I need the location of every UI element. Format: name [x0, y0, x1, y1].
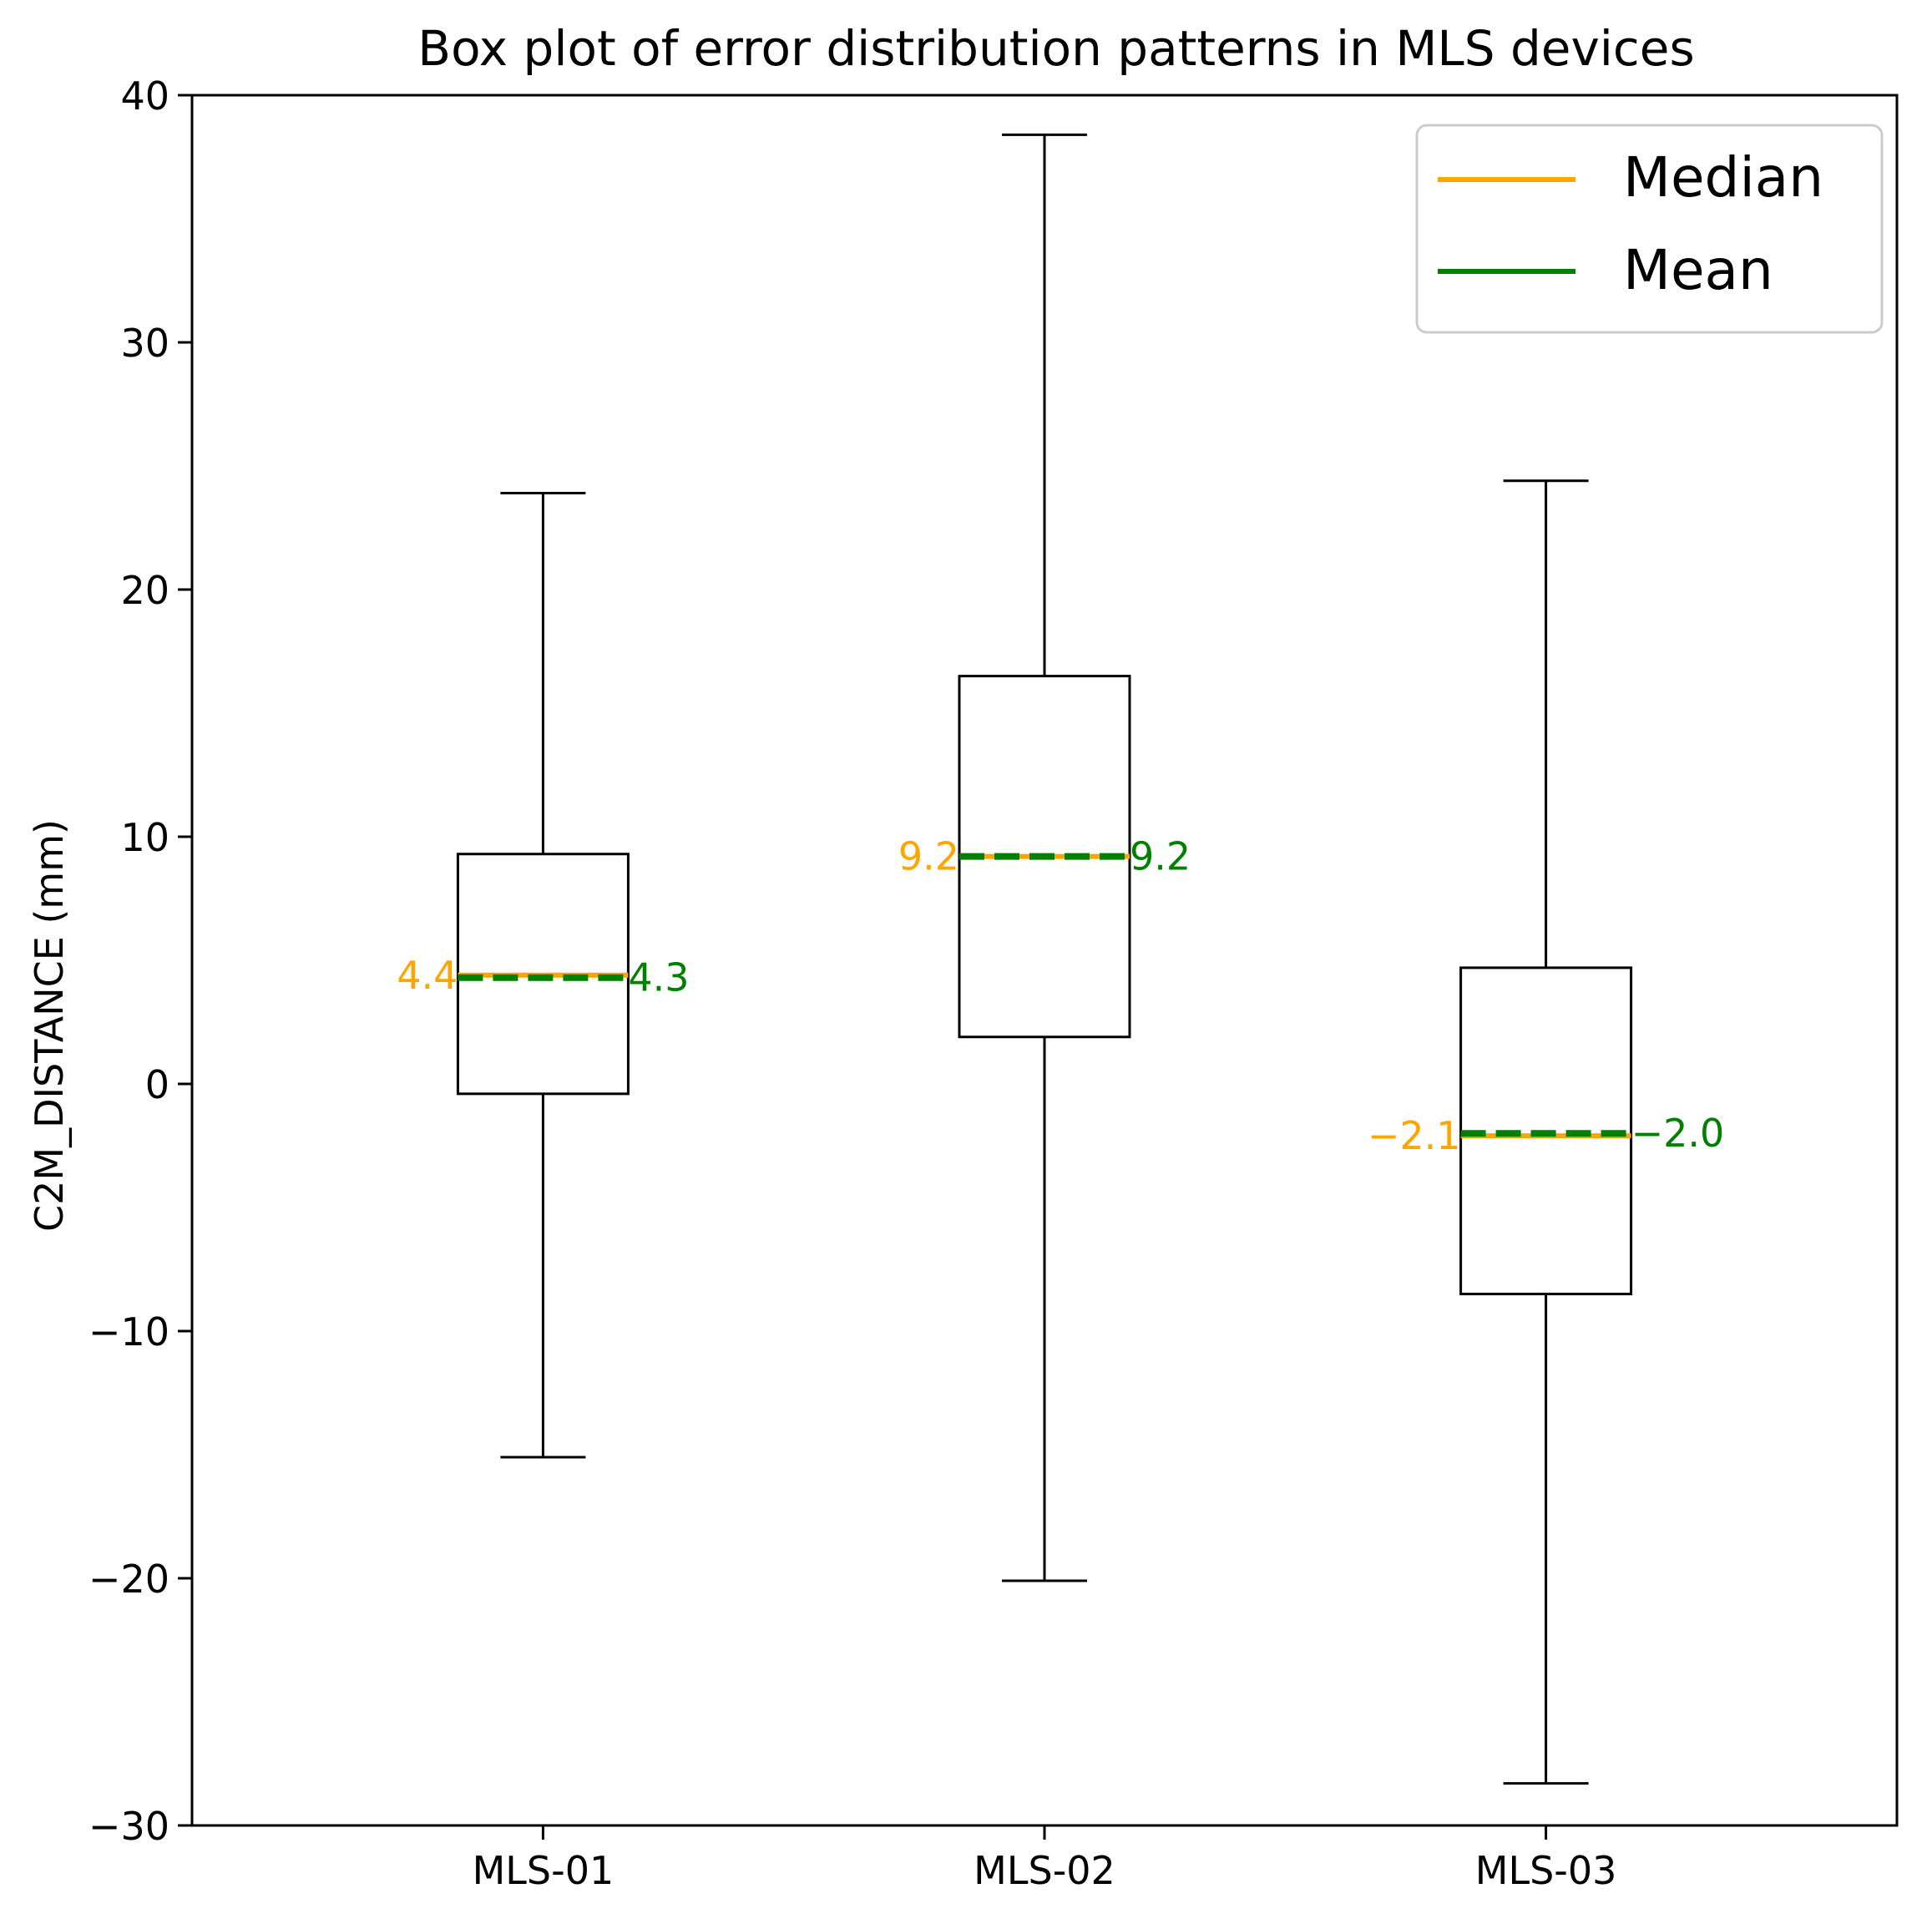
legend-median-label: Median [1623, 145, 1823, 210]
legend-mean-label: Mean [1623, 238, 1773, 302]
x-axis: MLS-01 MLS-02 MLS-03 [473, 1825, 1617, 1893]
y-tick-label: −10 [89, 1309, 169, 1354]
mean-label: 4.3 [628, 955, 689, 1000]
y-tick-label: 20 [120, 568, 169, 613]
y-tick-label: −30 [89, 1804, 169, 1849]
median-label: 4.4 [397, 953, 458, 998]
y-tick-label: −20 [89, 1557, 169, 1602]
box-mls-03: −2.1 −2.0 [1368, 479, 1725, 1785]
median-label: −2.1 [1368, 1113, 1461, 1158]
median-label: 9.2 [898, 834, 959, 879]
y-tick-label: 30 [120, 321, 169, 366]
x-tick-label: MLS-02 [974, 1848, 1115, 1893]
y-tick-label: 0 [145, 1062, 169, 1107]
legend: Median Mean [1415, 124, 1884, 334]
y-tick-label: 40 [120, 73, 169, 119]
chart-title: Box plot of error distribution patterns … [417, 20, 1694, 77]
y-axis-label: C2M_DISTANCE (mm) [27, 819, 72, 1232]
box-mls-01: 4.4 4.3 [397, 492, 690, 1459]
x-tick-label: MLS-01 [473, 1848, 614, 1893]
y-tick-label: 10 [120, 815, 169, 860]
mean-label: −2.0 [1631, 1111, 1725, 1156]
x-tick-label: MLS-03 [1475, 1848, 1617, 1893]
mean-label: 9.2 [1130, 834, 1191, 879]
boxes-layer: 4.4 4.3 9.2 9.2 −2.1 −2.0 [397, 133, 1725, 1785]
y-axis: −30 −20 −10 0 10 20 30 40 [89, 73, 192, 1849]
box-mls-02: 9.2 9.2 [898, 133, 1191, 1582]
